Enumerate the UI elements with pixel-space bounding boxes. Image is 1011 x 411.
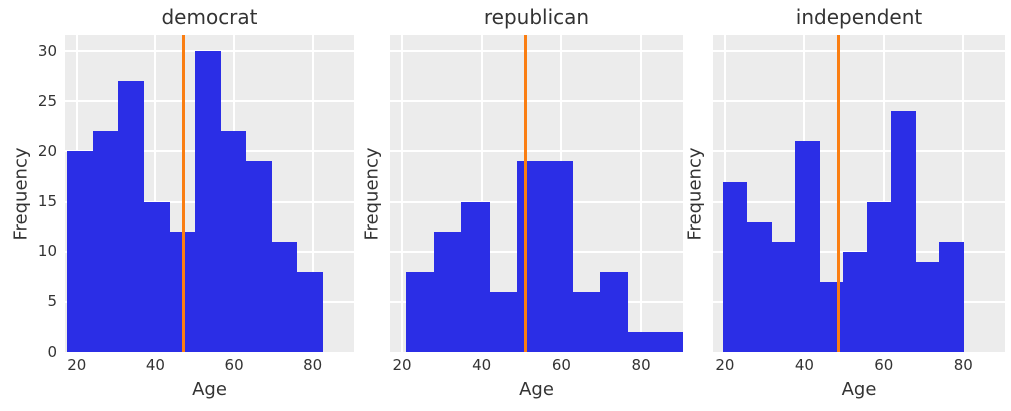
mean-line bbox=[836, 35, 840, 352]
subplot-title: democrat bbox=[161, 5, 258, 29]
plot-area bbox=[65, 35, 354, 352]
histogram-bar bbox=[194, 51, 221, 352]
gridline-y bbox=[65, 100, 354, 103]
histogram-bar bbox=[461, 201, 490, 352]
x-tick-label: 60 bbox=[874, 356, 894, 374]
mean-line bbox=[181, 35, 185, 352]
gridline-x bbox=[401, 35, 403, 352]
gridline-x bbox=[640, 35, 643, 352]
gridline-x bbox=[75, 35, 78, 352]
gridline-y bbox=[65, 200, 354, 203]
histogram-bar bbox=[843, 251, 868, 352]
gridline-y bbox=[713, 50, 1005, 53]
histogram-bar bbox=[891, 111, 916, 352]
subplot-title: republican bbox=[483, 5, 590, 29]
gridline-x bbox=[311, 35, 314, 352]
histogram-bar bbox=[915, 261, 940, 352]
gridline-y bbox=[65, 250, 354, 253]
plot-area bbox=[713, 35, 1005, 352]
gridline-y bbox=[390, 100, 683, 103]
histogram-bar bbox=[297, 271, 324, 352]
y-axis-label: Frequency bbox=[361, 147, 382, 240]
gridline-y bbox=[713, 150, 1005, 153]
gridline-y bbox=[390, 200, 683, 203]
gridline-x bbox=[882, 35, 885, 352]
y-axis-label: Frequency bbox=[10, 147, 31, 240]
x-tick-label: 20 bbox=[67, 356, 87, 374]
gridline-y bbox=[65, 50, 354, 53]
histogram-bar bbox=[245, 161, 272, 352]
gridline-x bbox=[803, 35, 806, 352]
histogram-bar bbox=[118, 81, 145, 352]
histogram-bar bbox=[819, 281, 844, 352]
gridline-x bbox=[154, 35, 157, 352]
histogram-bar bbox=[544, 161, 573, 352]
x-axis-label: Age bbox=[192, 379, 227, 400]
x-tick-label: 80 bbox=[631, 356, 651, 374]
histogram-bar bbox=[220, 131, 247, 352]
gridline-y bbox=[713, 100, 1005, 103]
x-tick-label: 80 bbox=[953, 356, 973, 374]
histogram-bar bbox=[92, 131, 119, 352]
y-tick-label: 30 bbox=[37, 41, 57, 60]
gridline-y bbox=[65, 300, 354, 303]
histogram-bar bbox=[169, 231, 196, 352]
gridline-x bbox=[233, 35, 236, 352]
x-tick-label: 60 bbox=[551, 356, 571, 374]
x-tick-label: 20 bbox=[392, 356, 412, 374]
histogram-bar bbox=[271, 241, 298, 352]
histogram-bar bbox=[939, 241, 964, 352]
gridline-y bbox=[390, 300, 683, 303]
y-tick-label: 0 bbox=[47, 342, 57, 361]
plot-area bbox=[390, 35, 683, 352]
histogram-bar bbox=[433, 231, 462, 352]
x-axis-label: Age bbox=[519, 379, 554, 400]
histogram-bar bbox=[655, 331, 683, 352]
gridline-y bbox=[390, 50, 683, 53]
gridline-x bbox=[480, 35, 483, 352]
histogram-bar bbox=[516, 161, 545, 352]
gridline-y bbox=[713, 250, 1005, 253]
mean-line bbox=[524, 35, 527, 352]
histogram-bar bbox=[67, 151, 94, 352]
gridline-y bbox=[65, 150, 354, 153]
histogram-bar bbox=[747, 221, 772, 352]
histogram-bar bbox=[143, 201, 170, 352]
histogram-bar bbox=[572, 291, 601, 352]
x-axis-label: Age bbox=[841, 379, 877, 400]
x-tick-label: 40 bbox=[145, 356, 165, 374]
gridline-y bbox=[390, 250, 683, 253]
x-tick-label: 80 bbox=[303, 356, 323, 374]
y-tick-label: 25 bbox=[37, 91, 57, 110]
histogram-bar bbox=[795, 141, 820, 352]
gridline-x bbox=[962, 35, 965, 352]
histogram-bar bbox=[489, 291, 518, 352]
x-tick-label: 40 bbox=[472, 356, 492, 374]
gridline-x bbox=[723, 35, 726, 352]
gridline-y bbox=[713, 200, 1005, 203]
gridline-y bbox=[390, 150, 683, 153]
x-tick-label: 40 bbox=[794, 356, 814, 374]
histogram-bar bbox=[722, 181, 748, 352]
histogram-bar bbox=[599, 271, 629, 352]
gridline-y bbox=[713, 300, 1005, 303]
x-tick-label: 60 bbox=[224, 356, 244, 374]
y-tick-label: 20 bbox=[37, 141, 57, 160]
subplot-title: independent bbox=[795, 5, 923, 29]
histogram-bar bbox=[405, 271, 435, 352]
y-tick-label: 5 bbox=[47, 292, 57, 311]
y-tick-label: 10 bbox=[37, 242, 57, 261]
histogram-bar bbox=[867, 201, 892, 352]
y-axis-label: Frequency bbox=[684, 147, 705, 240]
y-tick-label: 15 bbox=[37, 192, 57, 210]
histogram-bar bbox=[627, 331, 656, 352]
x-tick-label: 20 bbox=[715, 356, 735, 374]
histogram-bar bbox=[771, 241, 796, 352]
gridline-x bbox=[560, 35, 563, 352]
